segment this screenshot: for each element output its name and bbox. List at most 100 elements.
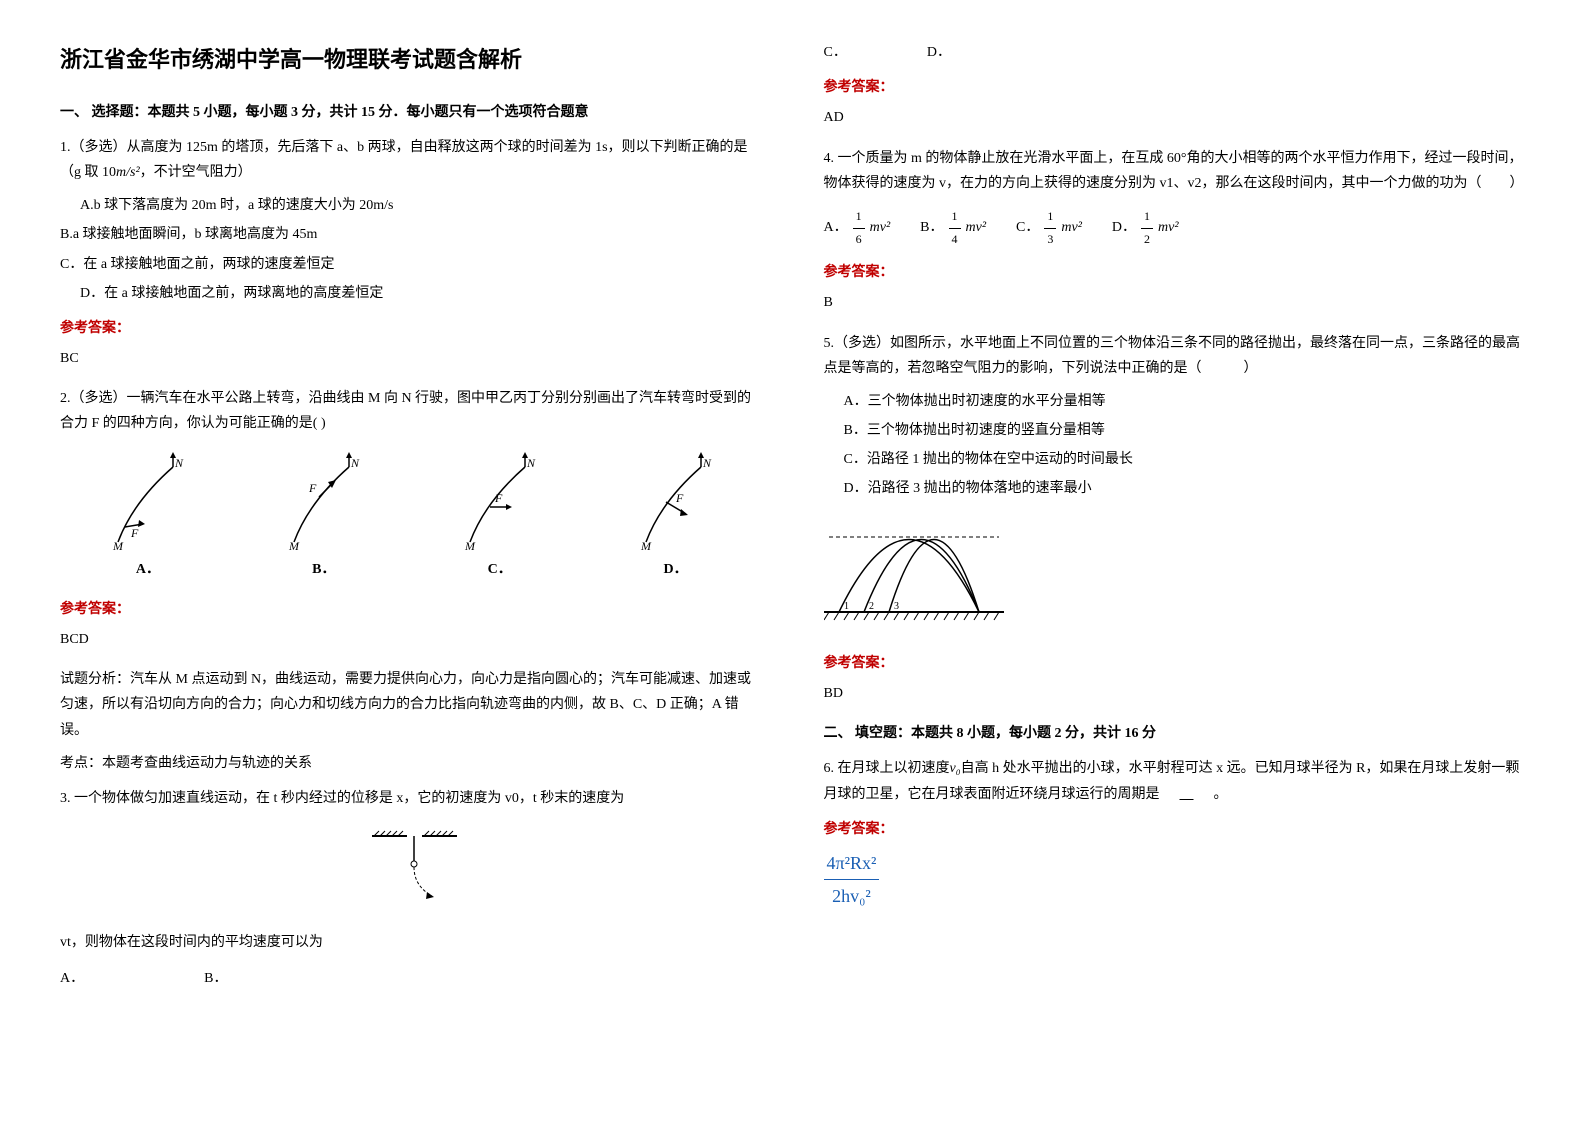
frac-num: 1 — [949, 206, 961, 229]
q4-optD-label: D． — [1112, 215, 1136, 240]
question-1: 1.（多选）从高度为 125m 的塔顶，先后落下 a、b 两球，自由释放这两个球… — [60, 135, 764, 372]
q2-answer: BCD — [60, 627, 764, 652]
right-column: C． D． 参考答案： AD 4. 一个质量为 m 的物体静止放在光滑水平面上，… — [824, 40, 1528, 1001]
svg-text:2: 2 — [869, 601, 874, 612]
q3-diagram — [60, 826, 764, 915]
section1-header: 一、 选择题：本题共 5 小题，每小题 3 分，共计 15 分．每小题只有一个选… — [60, 100, 764, 125]
q4-answer: B — [824, 290, 1528, 315]
svg-text:F: F — [675, 491, 684, 505]
frac-num: 1 — [853, 206, 865, 229]
q5-answer-label: 参考答案： — [824, 651, 1528, 676]
section2-header: 二、 填空题：本题共 8 小题，每小题 2 分，共计 16 分 — [824, 721, 1528, 746]
question-2: 2.（多选）一辆汽车在水平公路上转弯，沿曲线由 M 向 N 行驶，图中甲乙丙丁分… — [60, 386, 764, 776]
exam-page: 浙江省金华市绣湖中学高一物理联考试题含解析 一、 选择题：本题共 5 小题，每小… — [60, 40, 1527, 1001]
q3-optD: D． — [927, 40, 951, 65]
curve-diagram-D-icon: M N F — [631, 452, 721, 552]
q6-stem-end: 。 — [1214, 787, 1228, 802]
mv2: mv² — [1061, 215, 1082, 240]
q1-stem: 1.（多选）从高度为 125m 的塔顶，先后落下 a、b 两球，自由释放这两个球… — [60, 135, 764, 185]
svg-text:N: N — [350, 456, 360, 470]
svg-text:M: M — [288, 539, 300, 552]
q2-analysis2: 考点：本题考查曲线运动力与轨迹的关系 — [60, 751, 764, 776]
q6-blank — [1160, 787, 1214, 802]
q5-diagram: 1 2 3 — [824, 517, 1528, 636]
q1-answer-label: 参考答案： — [60, 316, 764, 341]
q6-answer-formula: 4π²Rx² 2hv₀² — [824, 847, 1528, 913]
q2-diagram-B: M N F B． — [279, 452, 369, 582]
frac-den: 2 — [1141, 229, 1153, 251]
projectile-paths-icon: 1 2 3 — [824, 517, 1004, 627]
q5-optC: C．沿路径 1 抛出的物体在空中运动的时间最长 — [824, 447, 1528, 472]
q1-stem-tail: ，不计空气阻力） — [140, 165, 252, 180]
mv2: mv² — [966, 215, 987, 240]
formula-den: 2hv₀² — [829, 880, 874, 912]
q2-diagrams: M N F A． M N — [60, 452, 764, 582]
page-title: 浙江省金华市绣湖中学高一物理联考试题含解析 — [60, 40, 764, 80]
q2-answer-label: 参考答案： — [60, 597, 764, 622]
svg-text:N: N — [702, 456, 712, 470]
q4-optB: B． 14 mv² — [920, 206, 986, 250]
q4-answer-label: 参考答案： — [824, 260, 1528, 285]
question-4: 4. 一个质量为 m 的物体静止放在光滑水平面上，在互成 60°角的大小相等的两… — [824, 146, 1528, 316]
svg-text:N: N — [174, 456, 184, 470]
q1-optA: A.b 球下落高度为 20m 时，a 球的速度大小为 20m/s — [60, 193, 764, 218]
q2-labelB: B． — [279, 557, 369, 582]
question-6: 6. 在月球上以初速度v₀自高 h 处水平抛出的小球，水平射程可达 x 远。已知… — [824, 756, 1528, 912]
curve-diagram-A-icon: M N F — [103, 452, 193, 552]
frac-den: 4 — [949, 229, 961, 251]
q5-optD: D．沿路径 3 抛出的物体落地的速率最小 — [824, 476, 1528, 501]
q3-stem2: vt，则物体在这段时间内的平均速度可以为 — [60, 930, 764, 955]
q4-optA: A． 16 mv² — [824, 206, 891, 250]
svg-text:F: F — [494, 491, 503, 505]
svg-text:M: M — [112, 539, 124, 552]
frac-den: 6 — [853, 229, 865, 251]
q6-stem-pre: 6. 在月球上以初速度 — [824, 761, 950, 776]
q5-answer: BD — [824, 681, 1528, 706]
q2-diagram-D: M N F D． — [631, 452, 721, 582]
curve-diagram-B-icon: M N F — [279, 452, 369, 552]
frac-den: 3 — [1044, 229, 1056, 251]
q2-stem: 2.（多选）一辆汽车在水平公路上转弯，沿曲线由 M 向 N 行驶，图中甲乙丙丁分… — [60, 386, 764, 436]
left-column: 浙江省金华市绣湖中学高一物理联考试题含解析 一、 选择题：本题共 5 小题，每小… — [60, 40, 764, 1001]
curve-diagram-C-icon: M N F — [455, 452, 545, 552]
q4-stem: 4. 一个质量为 m 的物体静止放在光滑水平面上，在互成 60°角的大小相等的两… — [824, 146, 1528, 196]
q4-optD: D． 12 mv² — [1112, 206, 1179, 250]
q4-optB-label: B． — [920, 215, 943, 240]
mv2: mv² — [870, 215, 891, 240]
svg-text:F: F — [308, 481, 317, 495]
q6-stem: 6. 在月球上以初速度v₀自高 h 处水平抛出的小球，水平射程可达 x 远。已知… — [824, 756, 1528, 806]
q1-answer: BC — [60, 346, 764, 371]
question-3: 3. 一个物体做匀加速直线运动，在 t 秒内经过的位移是 x，它的初速度为 v0… — [60, 786, 764, 991]
svg-text:3: 3 — [894, 601, 899, 612]
q2-labelD: D． — [631, 557, 721, 582]
formula-num: 4π²Rx² — [824, 847, 880, 880]
q2-analysis1: 试题分析：汽车从 M 点运动到 N，曲线运动，需要力提供向心力，向心力是指向圆心… — [60, 667, 764, 743]
frac-num: 1 — [1044, 206, 1056, 229]
svg-text:M: M — [464, 539, 476, 552]
svg-text:N: N — [526, 456, 536, 470]
mv2: mv² — [1158, 215, 1179, 240]
q5-optA: A．三个物体抛出时初速度的水平分量相等 — [824, 389, 1528, 414]
q4-options: A． 16 mv² B． 14 mv² C． 13 mv² D． 12 — [824, 206, 1528, 250]
q2-labelC: C． — [455, 557, 545, 582]
q4-optC-label: C． — [1016, 215, 1039, 240]
q3-optB: B． — [204, 966, 227, 991]
q2-labelA: A． — [103, 557, 193, 582]
q1-optC: C．在 a 球接触地面之前，两球的速度差恒定 — [60, 252, 764, 277]
question-5: 5.（多选）如图所示，水平地面上不同位置的三个物体沿三条不同的路径抛出，最终落在… — [824, 331, 1528, 707]
q3-optA: A． — [60, 966, 84, 991]
svg-text:1: 1 — [844, 601, 849, 612]
svg-text:M: M — [640, 539, 652, 552]
q1-unit: m/s² — [116, 165, 140, 180]
q3-answer-label: 参考答案： — [824, 75, 1528, 100]
frac-num: 1 — [1141, 206, 1153, 229]
q3-answer: AD — [824, 105, 1528, 130]
q3-stem: 3. 一个物体做匀加速直线运动，在 t 秒内经过的位移是 x，它的初速度为 v0… — [60, 786, 764, 811]
q6-answer-label: 参考答案： — [824, 817, 1528, 842]
velocity-diagram-icon — [352, 826, 472, 906]
q2-diagram-C: M N F C． — [455, 452, 545, 582]
q1-optD: D．在 a 球接触地面之前，两球离地的高度差恒定 — [60, 281, 764, 306]
q5-optB: B．三个物体抛出时初速度的竖直分量相等 — [824, 418, 1528, 443]
q4-optA-label: A． — [824, 215, 848, 240]
q5-stem: 5.（多选）如图所示，水平地面上不同位置的三个物体沿三条不同的路径抛出，最终落在… — [824, 331, 1528, 381]
